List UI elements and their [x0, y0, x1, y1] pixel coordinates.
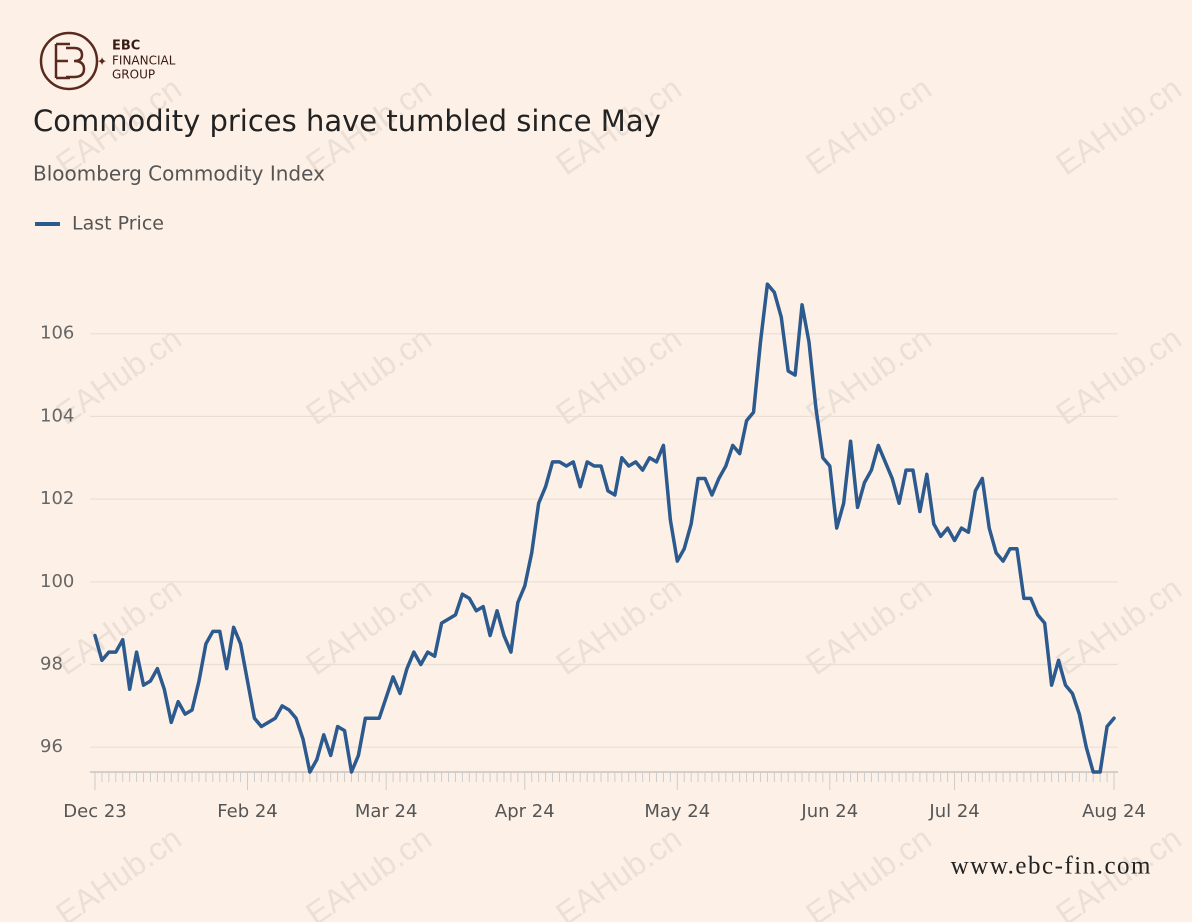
y-tick-label: 102	[40, 488, 74, 509]
plot: Last Price 96 98 100 102 104 106 Dec 23 Feb 24 Ma…	[35, 213, 1146, 822]
logo-mark	[54, 42, 86, 80]
y-tick-label: 106	[40, 323, 74, 344]
x-tick-label: Feb 24	[217, 801, 278, 822]
x-tick-label: Jul 24	[928, 801, 979, 822]
y-tick-label: 96	[40, 736, 63, 757]
logo-star: ✦	[97, 55, 107, 69]
y-tick-label: 104	[40, 405, 74, 426]
y-tick-label: 98	[40, 654, 63, 675]
x-tick-label: May 24	[644, 801, 710, 822]
y-tick-label: 100	[40, 571, 74, 592]
logo-text: GROUP	[112, 68, 155, 82]
x-tick-label: Aug 24	[1082, 801, 1146, 822]
logo-text: FINANCIAL	[112, 54, 176, 68]
price-line	[93, 282, 1116, 774]
logo: ✦ EBC FINANCIAL GROUP	[39, 31, 176, 91]
logo-ring	[39, 31, 99, 91]
logo-brand: EBC	[112, 39, 140, 54]
x-tick-label: Apr 24	[495, 801, 555, 822]
chart-title: Commodity prices have tumbled since May	[33, 104, 661, 138]
legend-label: Last Price	[72, 213, 164, 235]
x-tick-label: Dec 23	[63, 801, 126, 822]
website: www.ebc-fin.com	[951, 853, 1152, 880]
x-tick-label: Mar 24	[355, 801, 418, 822]
chart-subtitle: Bloomberg Commodity Index	[33, 162, 325, 186]
x-tick-label: Jun 24	[800, 801, 858, 822]
